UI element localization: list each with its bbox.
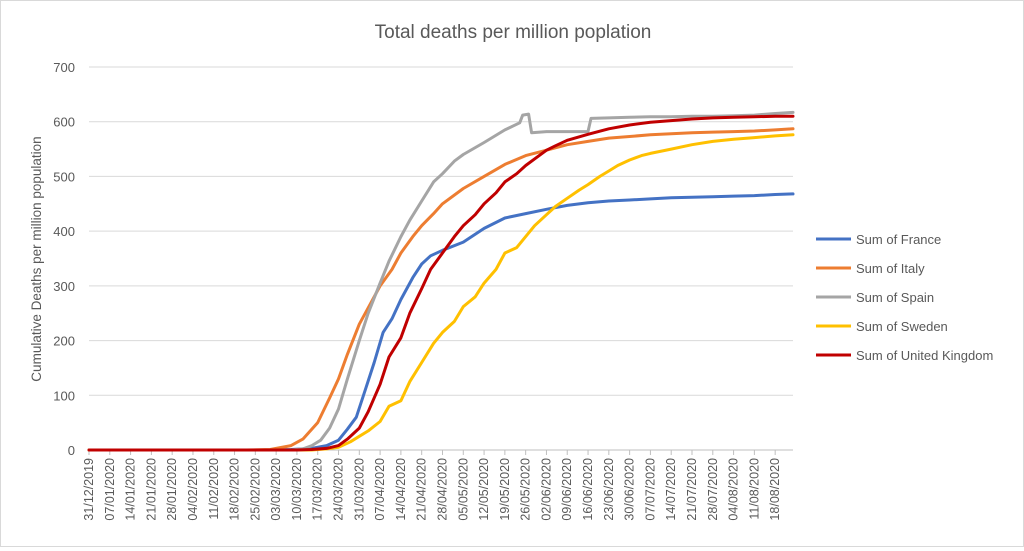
legend-item[interactable]: Sum of United Kingdom [816, 348, 993, 363]
x-tick-label: 24/03/2020 [332, 458, 346, 521]
x-tick-label: 26/05/2020 [519, 458, 533, 521]
series-line-sum-of-france [87, 192, 795, 452]
x-tick-label: 28/01/2020 [165, 458, 179, 521]
chart-title: Total deaths per million poplation [375, 22, 652, 43]
x-tick-label: 09/06/2020 [560, 458, 574, 521]
series-line-sum-of-sweden [87, 133, 795, 452]
y-tick-label: 700 [53, 60, 75, 75]
x-tick-label: 07/07/2020 [643, 458, 657, 521]
x-tick-label: 25/02/2020 [248, 458, 262, 521]
y-tick-label: 300 [53, 279, 75, 294]
x-tick-label: 12/05/2020 [477, 458, 491, 521]
x-tick-label: 14/04/2020 [394, 458, 408, 521]
x-tick-label: 28/04/2020 [435, 458, 449, 521]
x-tick-label: 31/03/2020 [352, 458, 366, 521]
legend-label: Sum of Italy [856, 261, 925, 276]
legend-label: Sum of Spain [856, 290, 934, 305]
x-tick-label: 05/05/2020 [456, 458, 470, 521]
x-tick-labels: 31/12/2019 07/01/2020 14/01/2020 21/01/2020… [82, 450, 782, 521]
x-tick-label: 16/06/2020 [581, 458, 595, 521]
x-tick-label: 04/08/2020 [727, 458, 741, 521]
x-tick-label: 17/03/2020 [311, 458, 325, 521]
series-line-sum-of-italy [87, 127, 795, 452]
x-tick-label: 14/07/2020 [664, 458, 678, 521]
x-tick-label: 11/08/2020 [747, 458, 761, 520]
x-tick-label: 21/01/2020 [144, 458, 158, 521]
x-tick-label: 28/07/2020 [706, 458, 720, 521]
x-tick-label: 18/02/2020 [228, 458, 242, 521]
y-tick-label: 500 [53, 169, 75, 184]
x-tick-label: 23/06/2020 [602, 458, 616, 521]
x-tick-label: 07/04/2020 [373, 458, 387, 521]
series-lines [87, 110, 795, 452]
legend-item[interactable]: Sum of Italy [816, 261, 925, 276]
series-line-sum-of-united-kingdom [87, 114, 795, 452]
gridlines [89, 66, 793, 451]
legend-item[interactable]: Sum of Spain [816, 290, 934, 305]
y-tick-label: 0 [68, 443, 75, 458]
x-tick-label: 10/03/2020 [290, 458, 304, 521]
x-tick-label: 07/01/2020 [103, 458, 117, 521]
legend-item[interactable]: Sum of France [816, 232, 941, 247]
y-tick-labels: 0 100 200 300 400 500 600 700 [53, 60, 75, 458]
x-tick-label: 14/01/2020 [124, 458, 138, 521]
y-axis-label: Cumulative Deaths per million population [29, 136, 44, 381]
x-tick-label: 21/07/2020 [685, 458, 699, 521]
x-tick-label: 04/02/2020 [186, 458, 200, 521]
legend-label: Sum of France [856, 232, 941, 247]
x-tick-label: 31/12/2019 [82, 458, 96, 521]
y-tick-label: 100 [53, 388, 75, 403]
x-tick-label: 03/03/2020 [269, 458, 283, 521]
y-tick-label: 200 [53, 334, 75, 349]
x-tick-label: 21/04/2020 [415, 458, 429, 521]
x-tick-label: 30/06/2020 [623, 458, 637, 521]
y-tick-label: 400 [53, 224, 75, 239]
legend[interactable]: Sum of France Sum of Italy Sum of Spain Sum… [816, 232, 993, 363]
x-tick-label: 11/02/2020 [207, 458, 221, 520]
x-tick-label: 02/06/2020 [539, 458, 553, 521]
series-line-sum-of-spain [87, 110, 795, 452]
legend-label: Sum of Sweden [856, 319, 948, 334]
legend-label: Sum of United Kingdom [856, 348, 993, 363]
legend-item[interactable]: Sum of Sweden [816, 319, 948, 334]
y-tick-label: 600 [53, 115, 75, 130]
x-tick-label: 19/05/2020 [498, 458, 512, 521]
x-tick-label: 18/08/2020 [768, 458, 782, 521]
